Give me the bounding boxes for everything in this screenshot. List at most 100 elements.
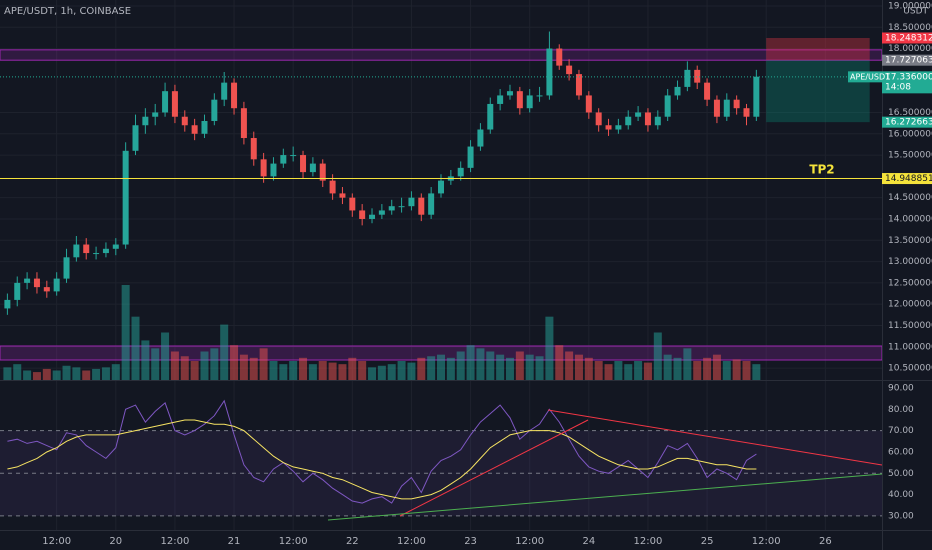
candle-body — [63, 257, 70, 279]
volume-bar — [13, 364, 22, 380]
candle-body — [743, 108, 750, 117]
volume-bar — [496, 354, 505, 380]
volume-bar — [111, 364, 120, 380]
candle-body — [506, 91, 513, 96]
y-tick-label: 15.50000000 — [888, 151, 932, 161]
volume-bar — [82, 370, 91, 380]
volume-bar — [732, 359, 741, 380]
volume-bar — [220, 324, 229, 380]
price-tag — [882, 54, 932, 66]
candle-body — [388, 206, 395, 211]
candle-body — [487, 103, 494, 130]
y-tick-label: 16.00000000 — [888, 129, 932, 139]
y-tick-label: 12.50000000 — [888, 278, 932, 288]
candle-body — [33, 278, 40, 288]
candle-body — [152, 112, 159, 117]
rsi-trendline — [399, 419, 589, 517]
volume-bar — [259, 348, 268, 380]
volume-bar — [279, 364, 288, 380]
x-tick-label: 22 — [346, 536, 359, 547]
volume-bar — [525, 354, 534, 380]
volume-bar — [32, 372, 41, 380]
volume-bar — [338, 364, 347, 380]
y-tick-label: 16.50000000 — [888, 108, 932, 118]
candle-body — [191, 125, 198, 134]
x-tick-label: 21 — [228, 536, 241, 547]
volume-bar — [72, 367, 81, 380]
currency-label: USDT — [903, 7, 928, 17]
candle-body — [221, 82, 228, 100]
candle-body — [585, 95, 592, 113]
candle-body — [625, 116, 632, 126]
candle-body — [329, 180, 336, 194]
symbol-tag-label: APE/USDT — [850, 72, 890, 81]
candle-body — [408, 197, 415, 207]
volume-bar — [151, 348, 160, 380]
y-tick-label: 13.00000000 — [888, 257, 932, 267]
candle-body — [201, 120, 208, 134]
candle-body — [723, 99, 730, 117]
candle-body — [4, 299, 11, 309]
volume-bar — [131, 316, 140, 380]
candle-body — [664, 95, 671, 117]
candle-body — [171, 91, 178, 117]
price-tag-label: 17.33600000 — [885, 72, 932, 82]
rsi-trendline — [327, 473, 883, 521]
volume-bar — [604, 364, 613, 380]
price-zone — [0, 49, 883, 61]
volume-bar — [565, 351, 574, 380]
candle-body — [418, 197, 425, 215]
volume-bar — [269, 361, 278, 380]
volume-bar — [466, 345, 475, 380]
volume-bar — [486, 351, 495, 380]
candle-body — [319, 163, 326, 181]
candle-body — [556, 48, 563, 66]
candle-body — [240, 108, 247, 139]
candle-body — [359, 210, 366, 219]
volume-bar — [289, 361, 298, 380]
volume-bar — [673, 357, 682, 380]
annotation: TP2 — [809, 163, 834, 177]
candle-body — [309, 163, 316, 173]
candle-body — [231, 82, 238, 109]
volume-bar — [505, 357, 514, 380]
volume-bar — [141, 340, 150, 380]
volume-bar — [377, 365, 386, 380]
chart-title: APE/USDT, 1h, COINBASE — [4, 6, 131, 17]
volume-bar — [456, 351, 465, 380]
volume-bar — [712, 354, 721, 380]
y-tick-label: 12.00000000 — [888, 300, 932, 310]
candle-body — [162, 91, 169, 113]
volume-bar — [92, 368, 101, 380]
volume-bar — [683, 348, 692, 380]
volume-bar — [663, 354, 672, 380]
y-tick-label: 11.00000000 — [888, 342, 932, 352]
rsi-tick-label: 70.00 — [888, 426, 914, 436]
candle-body — [24, 278, 31, 283]
volume-bar — [170, 351, 179, 380]
x-tick-label: 26 — [819, 536, 832, 547]
candle-body — [339, 193, 346, 198]
candle-body — [181, 116, 188, 126]
candle-body — [615, 125, 622, 130]
volume-bar — [62, 365, 71, 380]
volume-bar — [653, 332, 662, 380]
volume-bar — [446, 357, 455, 380]
candle-body — [595, 112, 602, 126]
volume-bar — [515, 351, 524, 380]
volume-bar — [121, 285, 130, 380]
volume-bar — [624, 364, 633, 380]
x-tick-label: 20 — [109, 536, 122, 547]
candle-body — [398, 206, 405, 208]
volume-bar — [545, 316, 554, 380]
volume-bar — [574, 354, 583, 380]
volume-bar — [722, 361, 731, 380]
price-tag — [882, 32, 932, 44]
price-tag-label: 16.27266352 — [885, 118, 932, 128]
volume-bar — [308, 364, 317, 380]
symbol-tag — [848, 71, 882, 83]
candle-body — [635, 112, 642, 117]
candle-body — [753, 76, 760, 117]
candle-body — [497, 95, 504, 104]
